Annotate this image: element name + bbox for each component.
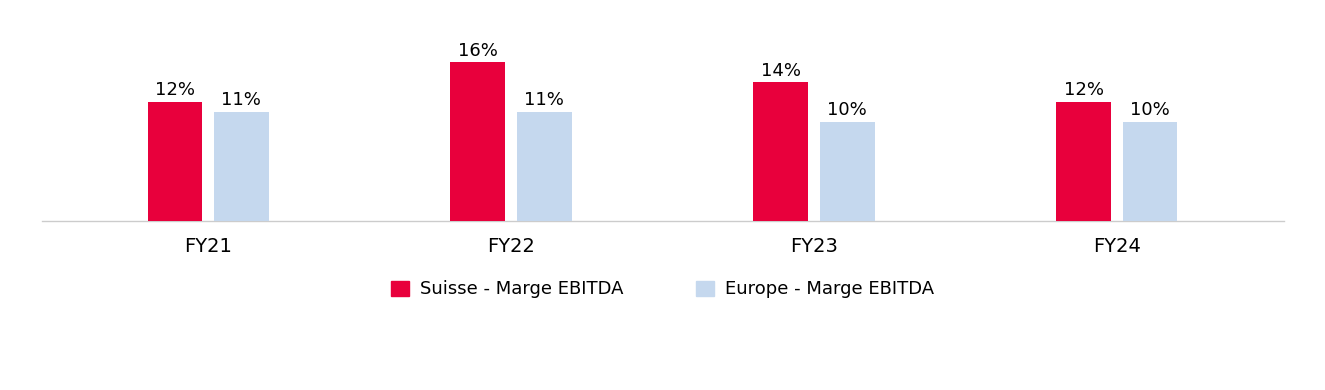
Text: 11%: 11% — [525, 91, 564, 109]
Bar — [215, 112, 269, 221]
Bar — [1056, 102, 1110, 221]
Bar — [1124, 122, 1178, 221]
Bar — [147, 102, 201, 221]
Text: 16%: 16% — [457, 42, 498, 60]
Bar — [517, 112, 571, 221]
Bar — [451, 62, 505, 221]
Text: 12%: 12% — [1064, 82, 1104, 99]
Legend: Suisse - Marge EBITDA, Europe - Marge EBITDA: Suisse - Marge EBITDA, Europe - Marge EB… — [384, 273, 941, 306]
Text: 10%: 10% — [827, 101, 867, 119]
Text: 14%: 14% — [761, 62, 800, 80]
Bar — [820, 122, 874, 221]
Text: 12%: 12% — [155, 82, 195, 99]
Text: 10%: 10% — [1130, 101, 1170, 119]
Bar — [754, 82, 808, 221]
Text: 11%: 11% — [221, 91, 261, 109]
